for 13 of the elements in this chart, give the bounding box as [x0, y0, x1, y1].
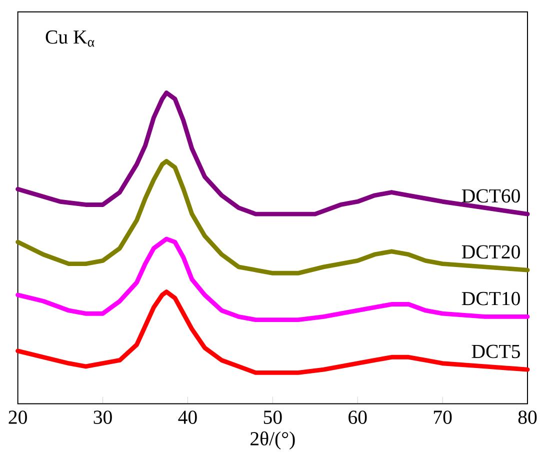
x-tick-label: 40: [178, 410, 197, 424]
series-label: DCT20: [462, 245, 520, 258]
x-tick-label: 30: [94, 410, 112, 424]
series-label: DCT10: [462, 292, 520, 306]
x-axis-title: 2θ/(°): [250, 431, 295, 450]
x-tick-label: 60: [348, 410, 367, 424]
x-tick-label: 80: [518, 410, 537, 424]
x-tick-label: 50: [264, 410, 282, 424]
x-tick-label: 20: [8, 410, 27, 424]
text: Cu K$_{α}$: [46, 30, 94, 47]
series-label: DCT5: [472, 344, 520, 358]
x-tick-label: 70: [434, 410, 452, 424]
series-label: DCT60: [462, 189, 520, 203]
